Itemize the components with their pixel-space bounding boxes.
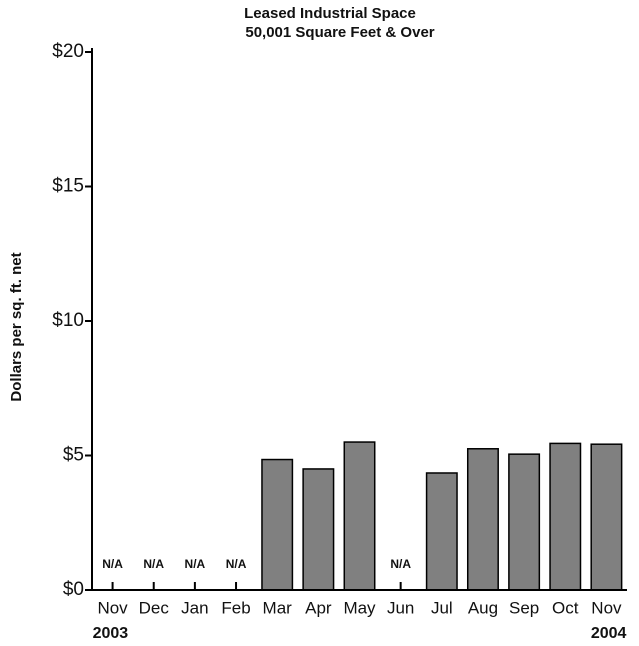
value-label: N/A [143, 557, 164, 571]
x-tick-label: Jul [431, 598, 453, 617]
value-label: N/A [226, 557, 247, 571]
bar [343, 441, 376, 591]
year-label: 2004 [591, 625, 627, 642]
x-tick-label: Mar [263, 598, 293, 617]
value-label: N/A [390, 557, 411, 571]
value-label: N/A [102, 557, 123, 571]
y-tick-label: $0 [63, 579, 84, 600]
bar [508, 453, 541, 591]
y-tick-label: $10 [52, 310, 84, 331]
x-tick-label: Jan [181, 598, 208, 617]
bar [425, 472, 458, 591]
bar [549, 442, 582, 591]
bar [590, 443, 623, 591]
y-tick-label: $20 [52, 41, 84, 62]
x-tick-label: Sep [509, 598, 539, 617]
bar [261, 458, 294, 591]
x-tick-label: Oct [552, 598, 579, 617]
x-tick-label: Apr [305, 598, 332, 617]
y-tick-label: $5 [63, 445, 84, 466]
x-tick-label: Feb [221, 598, 250, 617]
chart-title: Leased Industrial Space [244, 5, 416, 22]
x-tick-label: Aug [468, 598, 498, 617]
x-tick-label: Nov [97, 598, 128, 617]
year-label: 2003 [93, 625, 129, 642]
x-tick-label: Dec [139, 598, 170, 617]
bar [466, 448, 499, 591]
y-tick-label: $15 [52, 176, 84, 197]
bar [302, 468, 335, 591]
value-label: N/A [185, 557, 206, 571]
chart-subtitle: 50,001 Square Feet & Over [245, 24, 434, 41]
y-axis-label: Dollars per sq. ft. net [8, 252, 25, 401]
x-tick-label: Nov [591, 598, 622, 617]
x-tick-label: May [343, 598, 376, 617]
x-tick-label: Jun [387, 598, 414, 617]
